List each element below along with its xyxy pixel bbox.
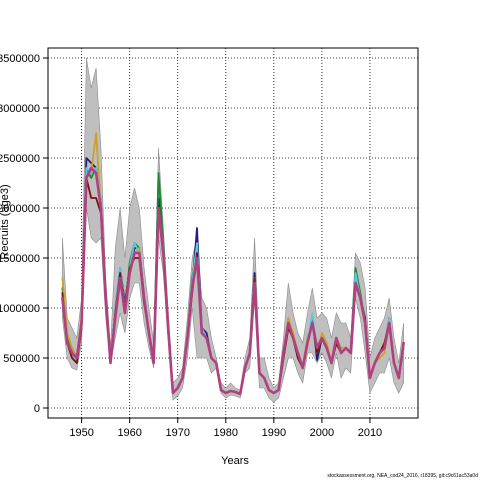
x-tick-label: 2000 — [310, 427, 334, 439]
y-tick-label: 1000000 — [0, 303, 40, 315]
series-line-3 — [61, 132, 405, 395]
series-line-6 — [61, 166, 405, 396]
y-tick-label: 500000 — [3, 353, 40, 365]
x-axis-title: Years — [221, 455, 249, 467]
footer-credit: stockassessment.org, NEA_cod24_2016, r18… — [327, 473, 478, 479]
x-axis: 1950 1960 1970 1980 1990 2000 2010 — [69, 418, 382, 439]
series-line-1 — [61, 157, 405, 395]
series-lines — [61, 132, 405, 396]
plot-frame — [47, 47, 419, 419]
x-tick-label: 1980 — [214, 427, 238, 439]
y-tick-label: 2500000 — [0, 153, 40, 165]
x-tick-label: 1960 — [117, 427, 141, 439]
y-axis: 0 500000 1000000 1500000 2000000 2500000 30000… — [0, 53, 48, 415]
y-tick-label: 3000000 — [0, 103, 40, 115]
y-tick-label: 2000000 — [0, 203, 40, 215]
y-axis-title: Recruits (age3) — [0, 184, 11, 259]
confidence-band — [62, 57, 404, 403]
y-tick-label: 1500000 — [0, 253, 40, 265]
confidence-band-area — [62, 57, 404, 403]
x-tick-label: 1950 — [69, 427, 93, 439]
y-tick-label: 3500000 — [0, 53, 40, 65]
x-tick-label: 2010 — [358, 427, 382, 439]
x-tick-label: 1990 — [262, 427, 286, 439]
y-tick-label: 0 — [34, 403, 40, 415]
x-tick-label: 1970 — [165, 427, 189, 439]
